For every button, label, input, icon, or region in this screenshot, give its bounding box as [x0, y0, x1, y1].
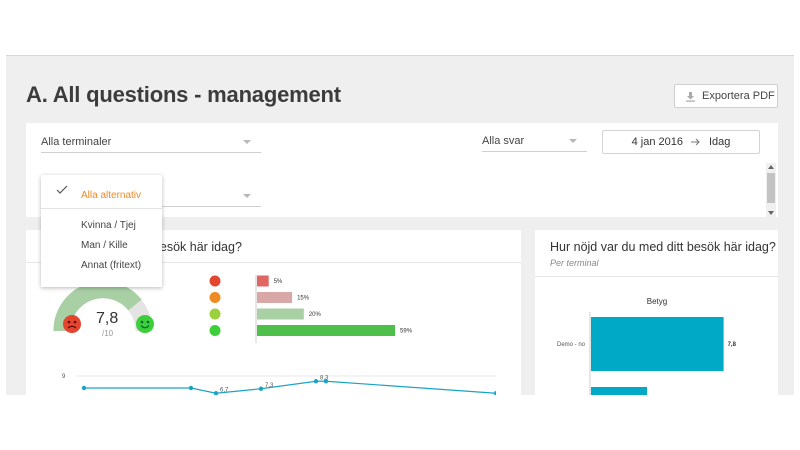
happy-face-icon	[209, 325, 221, 336]
bar	[257, 292, 293, 303]
scroll-thumb[interactable]	[767, 173, 775, 203]
answers-select[interactable]: Alla svar	[482, 130, 587, 152]
scroll-down-icon[interactable]	[768, 211, 774, 215]
trend-point	[188, 385, 194, 391]
trend-point	[258, 386, 264, 391]
card-subtitle: Per terminal	[550, 258, 599, 268]
bar-value-label: 7,8	[728, 342, 737, 348]
dropdown-divider	[41, 208, 162, 209]
date-from: 4 jan 2016	[631, 136, 683, 148]
export-pdf-label: Exportera PDF	[702, 90, 775, 102]
chevron-down-icon	[243, 140, 251, 144]
filter-scrollbar[interactable]	[766, 163, 776, 217]
point-label: 7,3	[265, 383, 274, 389]
score-max: /10	[102, 329, 114, 338]
sad-face-icon	[209, 292, 221, 303]
dashboard: A. All questions - management Exportera …	[6, 55, 794, 395]
trend-point	[213, 391, 219, 395]
card-title: t besök här idag?	[146, 240, 242, 254]
trend-chart: 96,77,38,36,7	[62, 374, 496, 395]
y-tick-label: 9	[62, 374, 66, 380]
trend-point	[313, 379, 319, 384]
scroll-up-icon[interactable]	[768, 165, 774, 169]
category-label: Demo - no	[557, 342, 586, 348]
trend-point	[323, 379, 329, 384]
sad-face-icon	[63, 315, 81, 333]
bar	[257, 308, 304, 320]
date-range-picker[interactable]: 4 jan 2016 Idag	[602, 130, 760, 154]
dropdown-item-all[interactable]: Alla alternativ	[81, 190, 142, 201]
happy-face-icon	[136, 315, 154, 333]
answers-select-value: Alla svar	[482, 134, 525, 147]
bar-value-label: 5%	[274, 279, 283, 285]
checkmark-icon	[56, 185, 68, 194]
score-value: 7,8	[96, 310, 119, 327]
date-to: Idag	[708, 136, 731, 148]
distribution-chart: 5% 15% 20% 59%	[209, 275, 413, 343]
terminal-select[interactable]: Alla terminaler	[41, 131, 261, 153]
bar-value-label: 59%	[400, 329, 413, 335]
point-label: 8,3	[320, 375, 329, 381]
card-divider	[26, 262, 521, 263]
bar	[591, 317, 724, 371]
card-divider	[535, 276, 778, 277]
very-sad-face-icon	[209, 275, 221, 287]
dropdown-item-male[interactable]: Man / Kille	[81, 240, 128, 251]
bar	[257, 325, 396, 336]
bar	[591, 387, 647, 395]
bar-value-label: 15%	[297, 296, 310, 302]
page-title: A. All questions - management	[26, 82, 341, 107]
dropdown-item-other[interactable]: Annat (fritext)	[81, 260, 142, 271]
terminal-chart: Betyg Demo - no 7,8	[557, 297, 737, 395]
per-terminal-card: Hur nöjd var du med ditt besök här idag?…	[535, 230, 778, 395]
bar	[257, 275, 269, 287]
smile-face-icon	[209, 308, 221, 320]
point-label: 6,7	[220, 387, 229, 393]
arrow-right-icon	[690, 138, 700, 146]
gender-dropdown-menu: Alla alternativ Kvinna / Tjej Man / Kill…	[41, 175, 162, 287]
terminal-select-value: Alla terminaler	[41, 135, 112, 148]
chevron-down-icon	[243, 194, 251, 198]
trend-point	[493, 391, 496, 395]
chevron-down-icon	[569, 139, 577, 143]
trend-point	[81, 385, 87, 391]
export-pdf-button[interactable]: Exportera PDF	[674, 84, 778, 108]
trend-line	[84, 380, 496, 394]
card-title: Hur nöjd var du med ditt besök här idag?	[550, 240, 776, 254]
bar-value-label: 20%	[309, 312, 322, 318]
download-icon	[686, 91, 695, 102]
chart-title: Betyg	[647, 297, 667, 306]
dropdown-item-female[interactable]: Kvinna / Tjej	[81, 220, 136, 231]
